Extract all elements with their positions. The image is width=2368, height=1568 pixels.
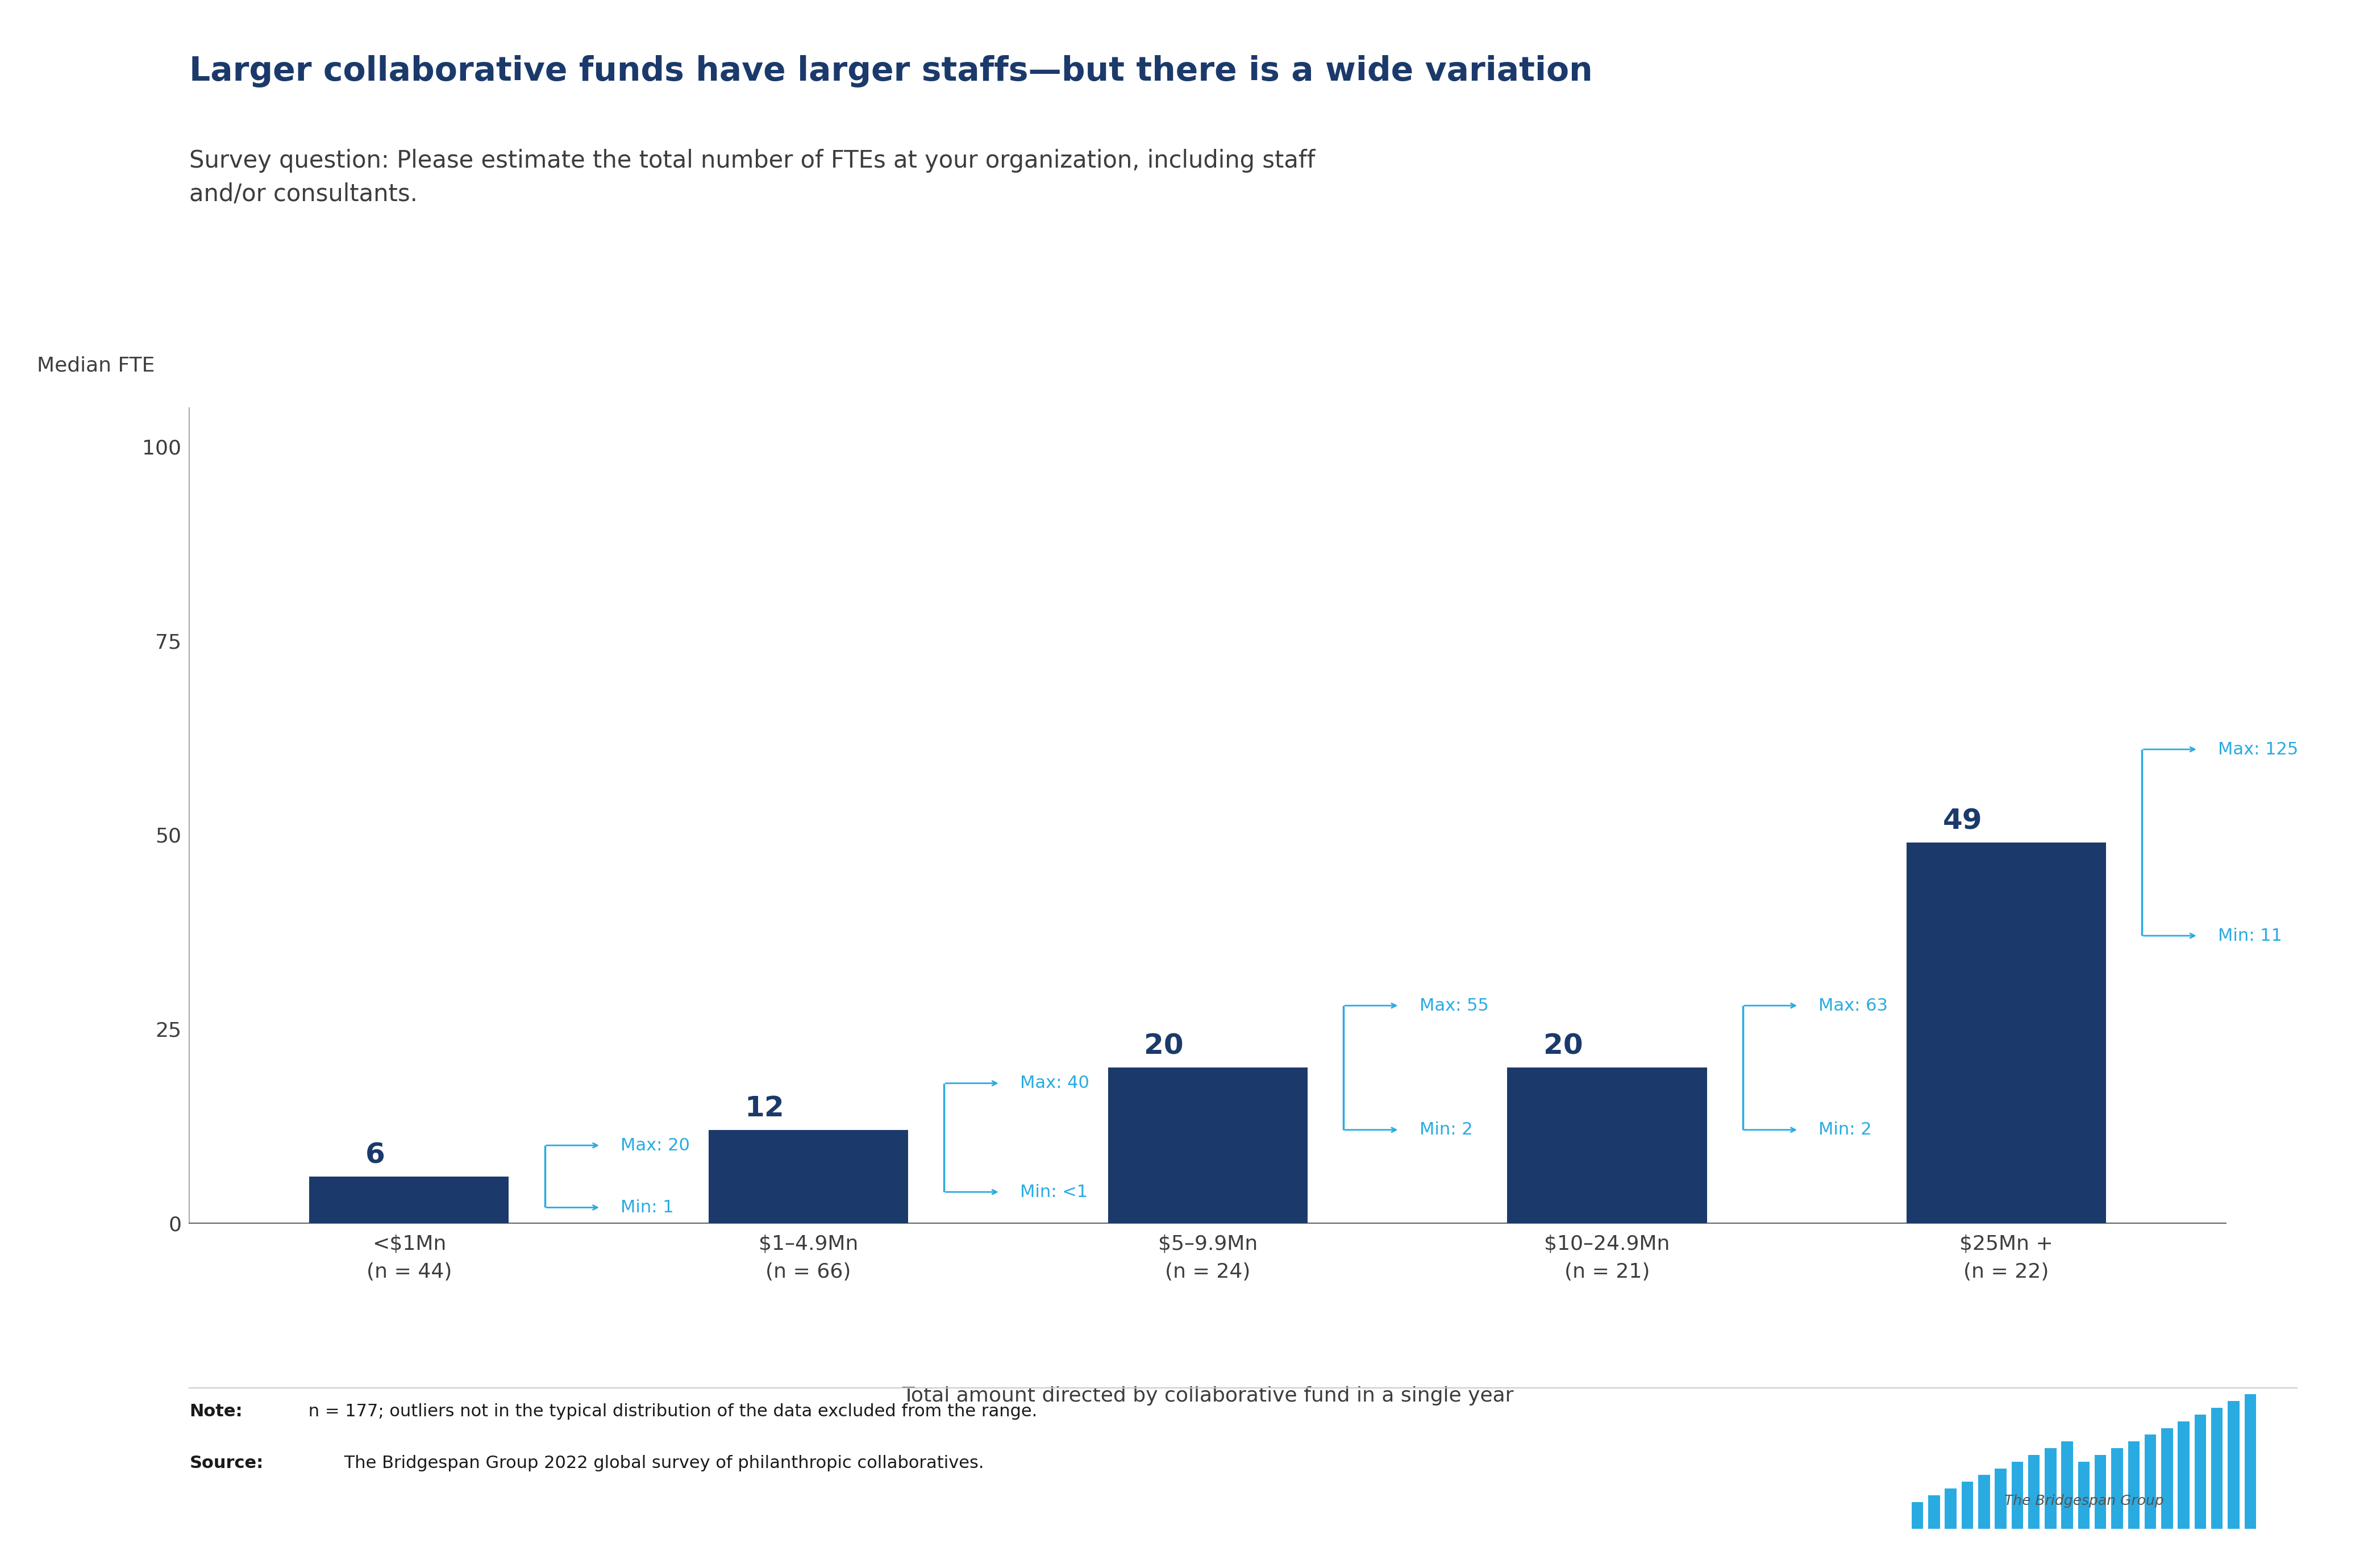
Bar — [2063, 1441, 2072, 1529]
Text: 6: 6 — [365, 1142, 386, 1168]
Bar — [1944, 1488, 1956, 1529]
Text: 20: 20 — [1144, 1033, 1184, 1060]
Text: Max: 40: Max: 40 — [1021, 1076, 1089, 1091]
Bar — [708, 1131, 909, 1223]
Bar — [1994, 1468, 2006, 1529]
Bar — [2096, 1455, 2105, 1529]
Text: Min: 11: Min: 11 — [2219, 928, 2283, 944]
Text: Max: 55: Max: 55 — [1418, 997, 1489, 1014]
Bar — [2027, 1455, 2039, 1529]
Text: Median FTE: Median FTE — [38, 356, 154, 375]
Bar — [1906, 842, 2105, 1223]
Bar — [2245, 1394, 2257, 1529]
Bar — [2079, 1461, 2089, 1529]
Bar — [1928, 1496, 1939, 1529]
Bar — [310, 1176, 509, 1223]
Bar — [1977, 1475, 1989, 1529]
Bar — [2112, 1449, 2124, 1529]
Text: Min: 1: Min: 1 — [620, 1200, 675, 1215]
Bar — [1108, 1068, 1307, 1223]
Text: The Bridgespan Group: The Bridgespan Group — [2003, 1494, 2164, 1508]
Text: n = 177; outliers not in the typical distribution of the data excluded from the : n = 177; outliers not in the typical dis… — [303, 1403, 1037, 1421]
Text: Min: 2: Min: 2 — [1819, 1121, 1871, 1138]
Text: The Bridgespan Group 2022 global survey of philanthropic collaboratives.: The Bridgespan Group 2022 global survey … — [339, 1455, 983, 1472]
Bar — [1506, 1068, 1707, 1223]
Text: Max: 63: Max: 63 — [1819, 997, 1887, 1014]
Bar — [2228, 1402, 2240, 1529]
Text: Total amount directed by collaborative fund in a single year: Total amount directed by collaborative f… — [902, 1386, 1513, 1405]
Text: 20: 20 — [1544, 1033, 1584, 1060]
Text: Survey question: Please estimate the total number of FTEs at your organization, : Survey question: Please estimate the tot… — [189, 149, 1314, 205]
Bar — [2044, 1449, 2055, 1529]
Text: Source:: Source: — [189, 1455, 263, 1472]
Text: Min: <1: Min: <1 — [1021, 1184, 1087, 1200]
Bar — [2195, 1414, 2207, 1529]
Text: Larger collaborative funds have larger staffs—but there is a wide variation: Larger collaborative funds have larger s… — [189, 55, 1594, 88]
Bar — [1961, 1482, 1973, 1529]
Bar — [2010, 1461, 2022, 1529]
Bar — [2145, 1435, 2157, 1529]
Bar — [2212, 1408, 2224, 1529]
Text: Min: 2: Min: 2 — [1418, 1121, 1473, 1138]
Text: Max: 125: Max: 125 — [2219, 742, 2299, 757]
Text: Note:: Note: — [189, 1403, 242, 1421]
Bar — [2162, 1428, 2174, 1529]
Text: Max: 20: Max: 20 — [620, 1137, 689, 1154]
Text: 12: 12 — [746, 1094, 784, 1123]
Bar — [1911, 1502, 1923, 1529]
Bar — [2179, 1421, 2190, 1529]
Bar — [2129, 1441, 2141, 1529]
Text: 49: 49 — [1942, 808, 1982, 834]
